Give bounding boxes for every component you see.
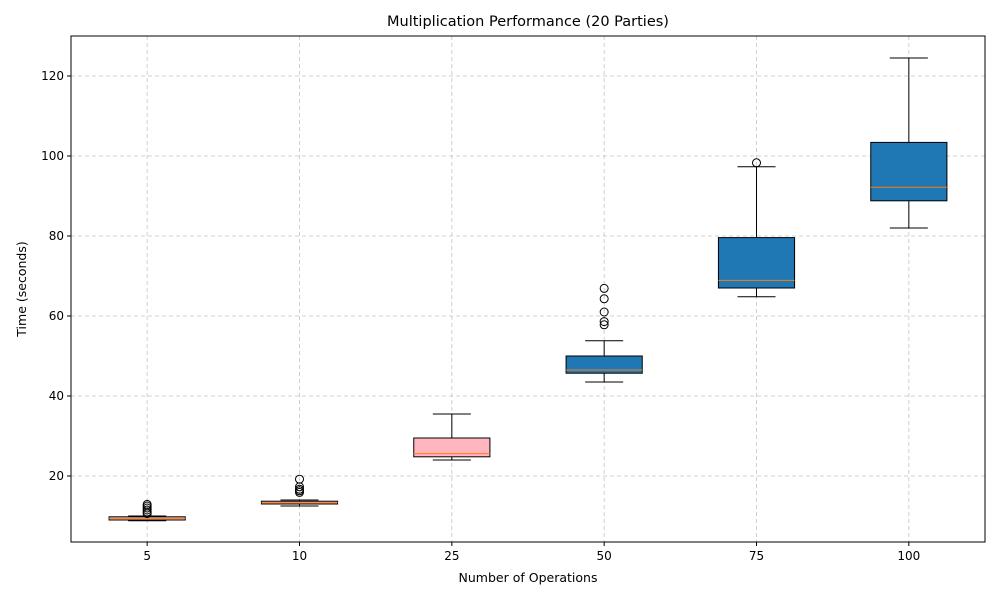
x-axis-title: Number of Operations [459,570,598,585]
box-group-100 [870,57,948,229]
y-axis-title: Time (seconds) [14,241,29,337]
x-tick-label: 100 [897,549,920,563]
outlier-point [142,499,152,509]
outlier-point [599,307,609,317]
outlier-point [599,294,609,304]
y-tick-label: 60 [49,309,64,323]
tick-layer: 5 10 25 50 75 100 20 40 60 80 100 120 [41,69,920,563]
outlier-point [599,283,609,293]
box-group-5 [108,499,186,522]
outlier-point [295,474,304,484]
outlier-point [599,320,609,330]
box [413,437,491,458]
plot-frame [70,35,986,543]
box-layer [108,57,948,522]
x-tick-label: 10 [292,549,307,563]
outlier-point [752,158,761,168]
x-tick-label: 5 [143,549,151,563]
box [870,141,948,202]
box-group-50 [565,283,643,383]
x-tick-label: 75 [749,549,764,563]
y-tick-label: 40 [49,389,64,403]
chart-title: Multiplication Performance (20 Parties) [387,14,669,30]
box-group-25 [413,413,491,461]
y-tick-label: 100 [41,149,64,163]
x-tick-label: 25 [444,549,459,563]
y-tick-label: 120 [41,69,64,83]
y-tick-label: 80 [49,229,64,243]
x-tick-label: 50 [597,549,612,563]
outlier-point [599,317,609,327]
box-group-75 [717,158,796,298]
box-group-10 [260,474,339,507]
outlier-point [295,484,304,494]
grid-layer [71,36,985,542]
y-tick-label: 20 [49,469,64,483]
box [565,355,643,374]
box [717,237,796,289]
